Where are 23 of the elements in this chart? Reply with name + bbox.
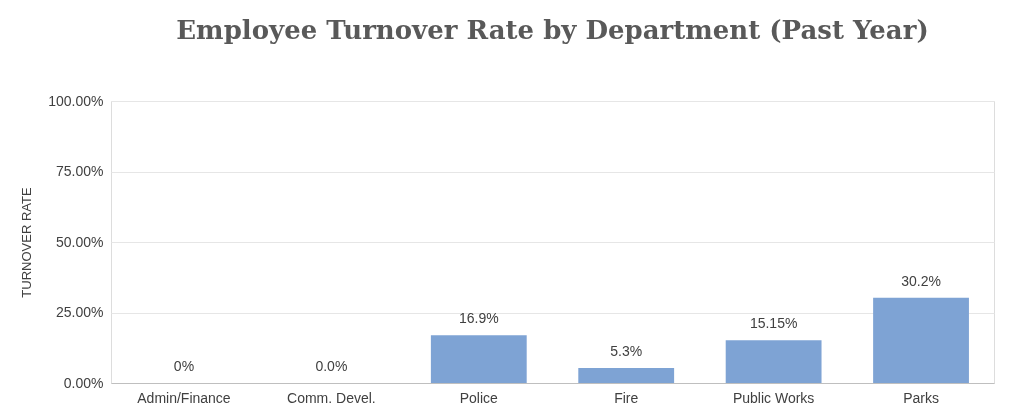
bar (873, 297, 969, 383)
data-label: 16.9% (458, 310, 499, 327)
chart-title: Employee Turnover Rate by Department (Past Year) (176, 15, 929, 45)
data-label: 0.0% (315, 358, 348, 374)
y-tick-label: 0.00% (63, 374, 104, 391)
y-tick-label: 100.00% (48, 92, 104, 109)
y-tick-label: 75.00% (56, 163, 104, 179)
data-label: 15.15% (749, 315, 798, 332)
data-label: 0% (173, 358, 195, 374)
y-tick-label: 25.00% (56, 304, 104, 320)
data-label: 5.3% (610, 343, 643, 360)
data-label: 30.2% (901, 272, 941, 289)
bar (430, 335, 527, 383)
x-tick-label: Police (459, 389, 499, 406)
y-tick-label: 50.00% (56, 233, 104, 250)
x-tick-label: Comm. Devel. (287, 389, 376, 406)
bar (578, 368, 675, 383)
x-tick-label: Admin/Finance (137, 389, 231, 406)
x-tick-label: Parks (903, 389, 939, 406)
y-axis-title: TURNOVER RATE (19, 187, 35, 298)
x-tick-label: Public Works (732, 389, 815, 406)
x-tick-label: Fire (614, 389, 639, 406)
bar (725, 340, 822, 383)
